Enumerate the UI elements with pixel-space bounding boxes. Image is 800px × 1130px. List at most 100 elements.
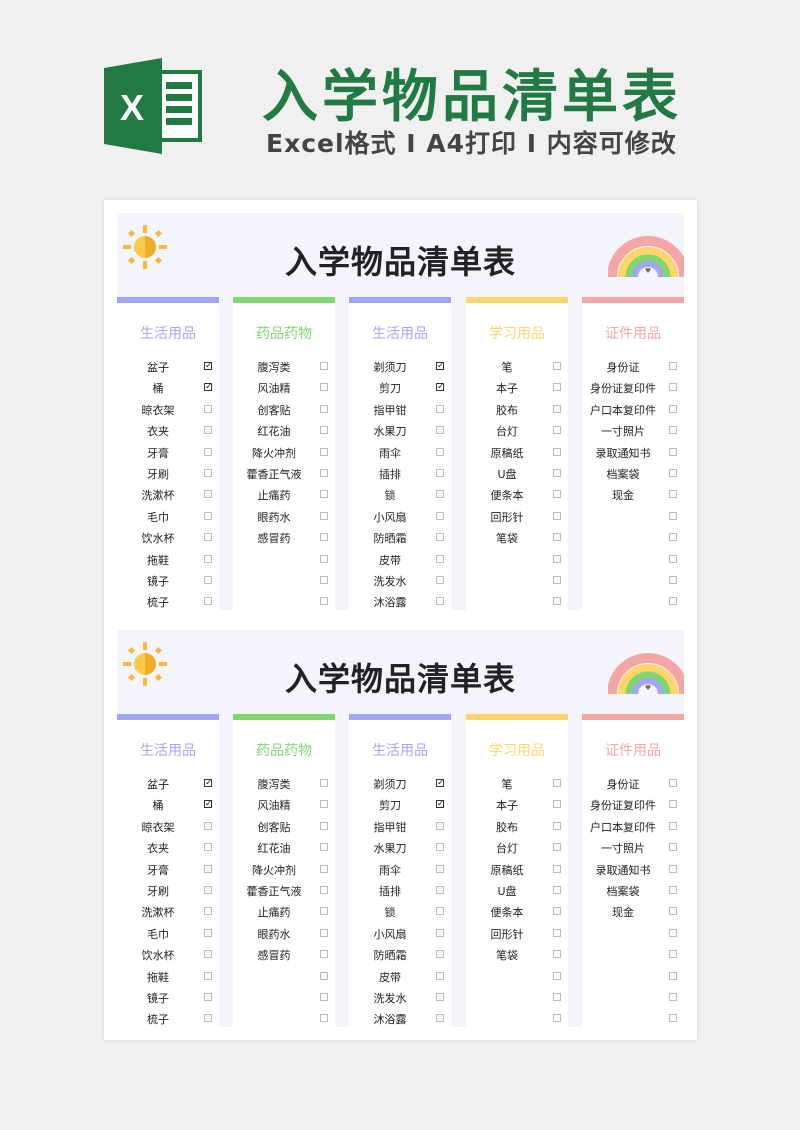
item-checkbox[interactable] bbox=[669, 362, 677, 370]
item-checkbox[interactable] bbox=[553, 490, 561, 499]
item-checkbox[interactable] bbox=[204, 864, 212, 873]
item-checkbox[interactable] bbox=[320, 864, 328, 873]
item-checkbox[interactable] bbox=[553, 362, 561, 370]
item-checkbox[interactable] bbox=[436, 1014, 444, 1023]
item-checkbox[interactable] bbox=[204, 597, 212, 606]
item-checkbox[interactable] bbox=[553, 468, 561, 477]
item-checkbox[interactable] bbox=[204, 821, 212, 830]
item-checkbox[interactable] bbox=[669, 800, 677, 809]
item-checkbox[interactable] bbox=[669, 843, 677, 852]
item-checkbox[interactable]: ✓ bbox=[204, 382, 213, 393]
item-checkbox[interactable] bbox=[436, 447, 444, 456]
item-checkbox[interactable] bbox=[669, 404, 677, 413]
item-checkbox[interactable] bbox=[436, 468, 444, 477]
item-checkbox[interactable] bbox=[669, 426, 677, 435]
item-checkbox[interactable] bbox=[669, 597, 677, 606]
item-checkbox[interactable] bbox=[320, 383, 328, 392]
item-checkbox[interactable] bbox=[669, 447, 677, 456]
item-checkbox[interactable] bbox=[204, 992, 212, 1001]
item-checkbox[interactable] bbox=[553, 575, 561, 584]
item-checkbox[interactable]: ✓ bbox=[204, 778, 213, 788]
item-checkbox[interactable] bbox=[553, 426, 561, 435]
item-checkbox[interactable] bbox=[553, 779, 561, 787]
item-checkbox[interactable] bbox=[204, 843, 212, 852]
item-checkbox[interactable] bbox=[320, 907, 328, 916]
item-checkbox[interactable] bbox=[320, 928, 328, 937]
item-checkbox[interactable] bbox=[320, 992, 328, 1001]
item-checkbox[interactable] bbox=[436, 992, 444, 1001]
item-checkbox[interactable] bbox=[669, 1014, 677, 1023]
item-checkbox[interactable] bbox=[553, 950, 561, 959]
item-checkbox[interactable] bbox=[436, 490, 444, 499]
item-checkbox[interactable] bbox=[320, 885, 328, 894]
item-checkbox[interactable] bbox=[553, 907, 561, 916]
item-checkbox[interactable] bbox=[320, 843, 328, 852]
item-checkbox[interactable] bbox=[669, 383, 677, 392]
item-checkbox[interactable]: ✓ bbox=[436, 778, 445, 788]
item-checkbox[interactable] bbox=[320, 468, 328, 477]
item-checkbox[interactable] bbox=[553, 885, 561, 894]
item-checkbox[interactable] bbox=[436, 404, 444, 413]
item-checkbox[interactable] bbox=[320, 779, 328, 787]
item-checkbox[interactable] bbox=[436, 885, 444, 894]
item-checkbox[interactable] bbox=[204, 554, 212, 563]
item-checkbox[interactable]: ✓ bbox=[204, 799, 213, 810]
item-checkbox[interactable] bbox=[553, 554, 561, 563]
item-checkbox[interactable] bbox=[204, 404, 212, 413]
item-checkbox[interactable]: ✓ bbox=[436, 799, 445, 810]
item-checkbox[interactable] bbox=[553, 821, 561, 830]
item-checkbox[interactable] bbox=[320, 511, 328, 520]
item-checkbox[interactable] bbox=[320, 597, 328, 606]
item-checkbox[interactable] bbox=[436, 533, 444, 542]
item-checkbox[interactable] bbox=[669, 554, 677, 563]
item-checkbox[interactable] bbox=[204, 468, 212, 477]
item-checkbox[interactable] bbox=[320, 821, 328, 830]
item-checkbox[interactable] bbox=[436, 928, 444, 937]
item-checkbox[interactable] bbox=[204, 426, 212, 435]
item-checkbox[interactable] bbox=[553, 971, 561, 980]
item-checkbox[interactable] bbox=[436, 950, 444, 959]
item-checkbox[interactable] bbox=[436, 843, 444, 852]
item-checkbox[interactable] bbox=[553, 511, 561, 520]
item-checkbox[interactable] bbox=[204, 971, 212, 980]
item-checkbox[interactable] bbox=[553, 597, 561, 606]
item-checkbox[interactable] bbox=[669, 992, 677, 1001]
item-checkbox[interactable] bbox=[204, 928, 212, 937]
item-checkbox[interactable] bbox=[204, 950, 212, 959]
item-checkbox[interactable] bbox=[669, 864, 677, 873]
item-checkbox[interactable] bbox=[204, 907, 212, 916]
item-checkbox[interactable] bbox=[204, 511, 212, 520]
item-checkbox[interactable] bbox=[436, 554, 444, 563]
item-checkbox[interactable] bbox=[204, 490, 212, 499]
item-checkbox[interactable] bbox=[553, 1014, 561, 1023]
item-checkbox[interactable] bbox=[436, 864, 444, 873]
item-checkbox[interactable] bbox=[436, 426, 444, 435]
item-checkbox[interactable] bbox=[320, 971, 328, 980]
item-checkbox[interactable] bbox=[553, 447, 561, 456]
item-checkbox[interactable]: ✓ bbox=[436, 382, 445, 393]
item-checkbox[interactable] bbox=[553, 992, 561, 1001]
item-checkbox[interactable] bbox=[436, 971, 444, 980]
item-checkbox[interactable] bbox=[553, 800, 561, 809]
item-checkbox[interactable]: ✓ bbox=[436, 361, 445, 371]
item-checkbox[interactable] bbox=[553, 404, 561, 413]
item-checkbox[interactable] bbox=[320, 447, 328, 456]
item-checkbox[interactable] bbox=[320, 800, 328, 809]
item-checkbox[interactable] bbox=[436, 511, 444, 520]
item-checkbox[interactable] bbox=[553, 533, 561, 542]
item-checkbox[interactable] bbox=[669, 533, 677, 542]
item-checkbox[interactable] bbox=[553, 864, 561, 873]
item-checkbox[interactable] bbox=[669, 907, 677, 916]
item-checkbox[interactable] bbox=[669, 468, 677, 477]
item-checkbox[interactable]: ✓ bbox=[204, 361, 213, 371]
item-checkbox[interactable] bbox=[204, 885, 212, 894]
item-checkbox[interactable] bbox=[320, 950, 328, 959]
item-checkbox[interactable] bbox=[320, 575, 328, 584]
item-checkbox[interactable] bbox=[553, 928, 561, 937]
item-checkbox[interactable] bbox=[553, 383, 561, 392]
item-checkbox[interactable] bbox=[320, 554, 328, 563]
item-checkbox[interactable] bbox=[669, 511, 677, 520]
item-checkbox[interactable] bbox=[320, 490, 328, 499]
item-checkbox[interactable] bbox=[669, 490, 677, 499]
item-checkbox[interactable] bbox=[204, 1014, 212, 1023]
